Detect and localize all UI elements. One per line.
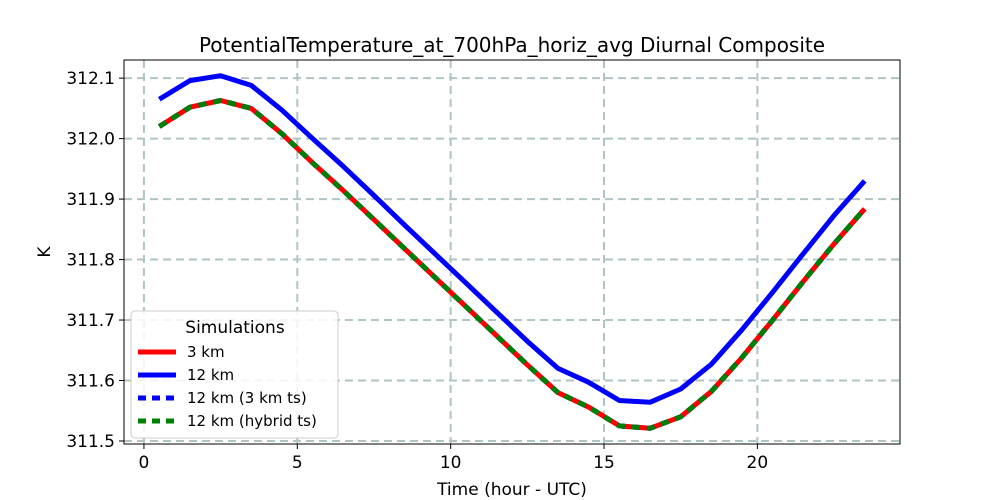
- legend-box: [130, 310, 339, 439]
- legend-label-1: 12 km: [187, 366, 234, 384]
- x-tick-label: 20: [747, 453, 769, 473]
- y-tick-label: 311.6: [66, 372, 115, 392]
- y-tick-label: 311.7: [66, 311, 115, 331]
- series-lines: [157, 73, 867, 431]
- legend-label-3: 12 km (hybrid ts): [187, 412, 317, 430]
- x-tick-label: 10: [440, 453, 462, 473]
- legend-label-0: 3 km: [187, 343, 225, 361]
- x-tick-label: 15: [593, 453, 615, 473]
- y-axis-ticks: 311.5 311.6 311.7 311.8 311.9 312.0 312.1: [66, 69, 124, 452]
- series-line-3: [157, 98, 867, 431]
- y-tick-label: 311.9: [66, 190, 115, 210]
- y-tick-label: 312.1: [66, 69, 115, 89]
- legend-title: Simulations: [185, 318, 285, 338]
- legend-label-2: 12 km (3 km ts): [187, 389, 307, 407]
- plot-frame: [123, 59, 901, 445]
- y-tick-label: 311.5: [66, 432, 115, 452]
- chart-title: PotentialTemperature_at_700hPa_horiz_avg…: [199, 33, 825, 57]
- legend-items: 3 km 12 km 12 km (3 km ts) 12 km (hybrid ts…: [138, 343, 317, 430]
- series-line-1: [157, 73, 867, 405]
- x-axis-label: Time (hour - UTC): [436, 480, 587, 500]
- y-axis-label: K: [35, 246, 55, 258]
- legend: Simulations 3 km 12 km 12 km (3 km ts) 12 k…: [130, 310, 339, 439]
- x-tick-label: 0: [139, 453, 150, 473]
- x-axis-ticks: 0 5 10 15 20: [139, 444, 769, 473]
- y-tick-label: 312.0: [66, 130, 115, 150]
- y-tick-label: 311.8: [66, 251, 115, 271]
- x-tick-label: 5: [292, 453, 303, 473]
